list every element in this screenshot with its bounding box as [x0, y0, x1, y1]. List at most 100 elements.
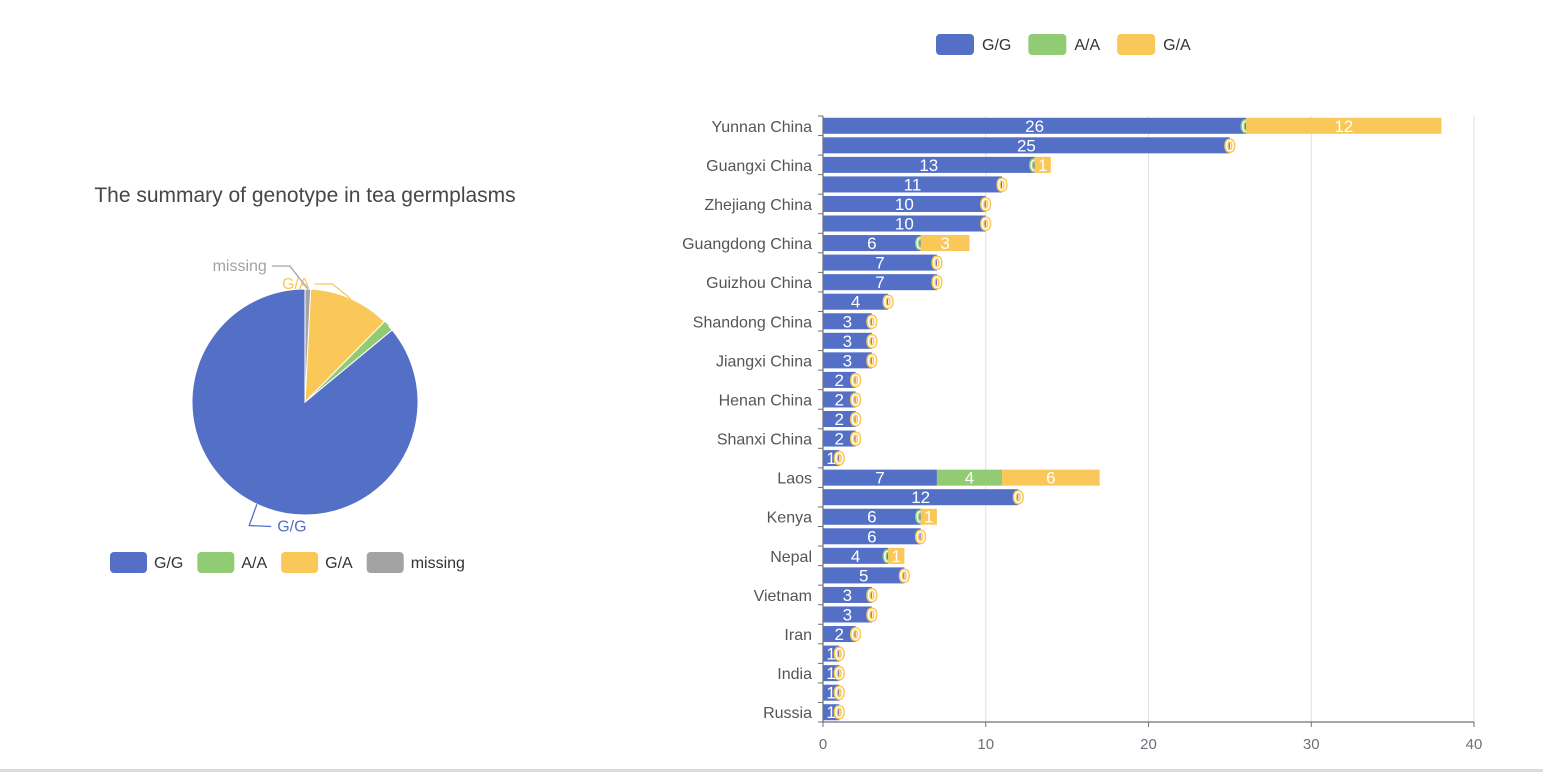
bar-g-g-17[interactable]	[823, 450, 840, 467]
pie-chart: The summary of genotype in tea germplasm…	[94, 184, 516, 573]
y-tick-label-india: India	[777, 666, 812, 683]
bar-g-g-0[interactable]	[823, 117, 1247, 134]
bar-a-a-18[interactable]	[936, 469, 1003, 486]
bar-g-g-16[interactable]	[823, 430, 856, 447]
bar-value-label-g-g-6: 6	[867, 234, 876, 253]
bar-legend-item-g-g[interactable]: G/G	[936, 34, 1011, 55]
bar-value-label-g-a-23: 0	[900, 566, 909, 585]
y-tick-label-nepal: Nepal	[770, 549, 812, 566]
pie-slice-missing	[304, 288, 312, 403]
bar-value-label-g-a-22: 1	[892, 547, 901, 566]
bar-g-g-23[interactable]	[823, 567, 905, 584]
bar-g-g-8[interactable]	[823, 274, 937, 291]
pie-legend-item-g-g[interactable]: G/G	[110, 552, 183, 573]
bar-value-label-g-a-12: 0	[867, 351, 876, 370]
bar-value-label-g-g-28: 1	[826, 664, 835, 683]
bar-value-label-g-g-25: 3	[843, 605, 852, 624]
bar-g-g-9[interactable]	[823, 293, 889, 310]
bar-value-label-g-g-22: 4	[851, 547, 860, 566]
x-tick-label: 40	[1466, 736, 1483, 753]
bar-g-g-20[interactable]	[823, 508, 921, 525]
pie-label-g-g: G/G	[277, 519, 306, 536]
y-tick-label-kenya: Kenya	[767, 510, 812, 527]
bar-g-g-7[interactable]	[823, 254, 937, 271]
bar-g-a-18[interactable]	[1002, 469, 1100, 486]
bar-g-g-6[interactable]	[823, 235, 921, 252]
bar-value-label-g-g-19: 12	[911, 488, 930, 507]
bar-value-label-g-g-17: 1	[826, 449, 835, 468]
bar-g-g-22[interactable]	[823, 547, 889, 564]
bar-g-a-0[interactable]	[1246, 117, 1442, 134]
bar-g-g-1[interactable]	[823, 137, 1230, 154]
bar-value-label-g-a-0: 12	[1334, 117, 1353, 136]
bar-g-g-15[interactable]	[823, 410, 856, 428]
bar-value-label-g-a-10: 0	[867, 312, 876, 331]
pie-legend-item-g-a[interactable]: G/A	[281, 552, 353, 573]
bar-value-label-g-g-0: 26	[1025, 117, 1044, 136]
pie-legend-swatch-missing	[366, 552, 404, 573]
bar-g-g-13[interactable]	[823, 371, 856, 388]
bar-value-label-a-a-18: 4	[965, 469, 974, 488]
y-tick-label-shandong-china: Shandong China	[693, 314, 812, 331]
pie-legend-label-missing: missing	[411, 555, 465, 572]
bar-g-g-4[interactable]	[823, 195, 986, 212]
bar-g-g-12[interactable]	[823, 352, 872, 369]
bar-value-label-g-a-4: 0	[981, 195, 990, 214]
x-tick-label: 20	[1140, 736, 1157, 753]
bar-legend-item-a-a[interactable]: A/A	[1028, 34, 1100, 55]
bar-value-label-g-a-30: 0	[835, 703, 844, 722]
x-tick-label: 30	[1303, 736, 1320, 753]
pie-legend-label-g-a: G/A	[325, 555, 353, 572]
bar-value-label-g-a-3: 0	[997, 175, 1006, 194]
bar-value-label-g-g-8: 7	[875, 273, 884, 292]
bar-value-label-g-a-14: 0	[851, 390, 860, 409]
bar-value-label-g-a-27: 0	[835, 645, 844, 664]
bar-g-g-24[interactable]	[823, 586, 872, 603]
bar-legend-item-g-a[interactable]: G/A	[1117, 34, 1191, 55]
bar-g-g-27[interactable]	[823, 645, 840, 662]
bar-value-label-g-a-15: 0	[851, 410, 860, 429]
bar-g-g-30[interactable]	[823, 704, 840, 721]
pie-legend-item-a-a[interactable]: A/A	[197, 552, 267, 573]
pie-label-line-g-a	[314, 283, 351, 300]
bar-g-g-5[interactable]	[823, 215, 986, 232]
bar-g-g-2[interactable]	[823, 156, 1035, 173]
y-tick-label-jiangxi-china: Jiangxi China	[716, 353, 812, 370]
bar-g-a-20[interactable]	[920, 508, 937, 525]
bar-g-g-28[interactable]	[823, 665, 840, 682]
bar-g-g-26[interactable]	[823, 626, 856, 643]
bar-g-g-25[interactable]	[823, 606, 872, 623]
bar-value-label-g-g-26: 2	[835, 625, 844, 644]
bar-value-label-g-a-1: 0	[1225, 136, 1234, 155]
bar-g-g-3[interactable]	[823, 176, 1003, 193]
bar-value-label-g-a-20: 1	[924, 508, 933, 527]
y-tick-label-vietnam: Vietnam	[754, 588, 812, 605]
bottom-divider	[0, 769, 1543, 772]
bar-g-g-29[interactable]	[823, 684, 840, 701]
bar-value-label-g-a-18: 6	[1046, 469, 1055, 488]
bar-value-label-g-g-18: 7	[875, 469, 884, 488]
bar-value-label-g-a-28: 0	[835, 664, 844, 683]
y-tick-label-iran: Iran	[784, 627, 812, 644]
bar-g-g-21[interactable]	[823, 528, 921, 545]
bar-g-g-19[interactable]	[823, 489, 1019, 506]
bar-g-g-14[interactable]	[823, 391, 856, 408]
bar-g-a-6[interactable]	[920, 235, 970, 252]
bar-g-a-2[interactable]	[1034, 156, 1051, 173]
pie-legend-item-missing[interactable]: missing	[366, 552, 465, 573]
bar-g-g-18[interactable]	[823, 469, 937, 486]
bar-value-label-g-g-3: 11	[904, 175, 922, 194]
y-tick-label-yunnan-china: Yunnan China	[711, 119, 812, 136]
bar-g-g-11[interactable]	[823, 332, 872, 349]
bar-value-label-g-g-29: 1	[826, 684, 835, 703]
y-tick-label-shanxi-china: Shanxi China	[717, 432, 812, 449]
pie-legend-swatch-g-a	[281, 552, 319, 573]
pie-label-missing: missing	[213, 258, 267, 275]
bar-g-g-10[interactable]	[823, 313, 872, 330]
bar-g-a-22[interactable]	[888, 547, 905, 564]
bar-value-label-g-a-29: 0	[835, 684, 844, 703]
bar-value-label-g-g-2: 13	[919, 156, 938, 175]
bar-value-label-g-g-14: 2	[835, 390, 844, 409]
pie-label-line-g-g	[248, 504, 272, 528]
